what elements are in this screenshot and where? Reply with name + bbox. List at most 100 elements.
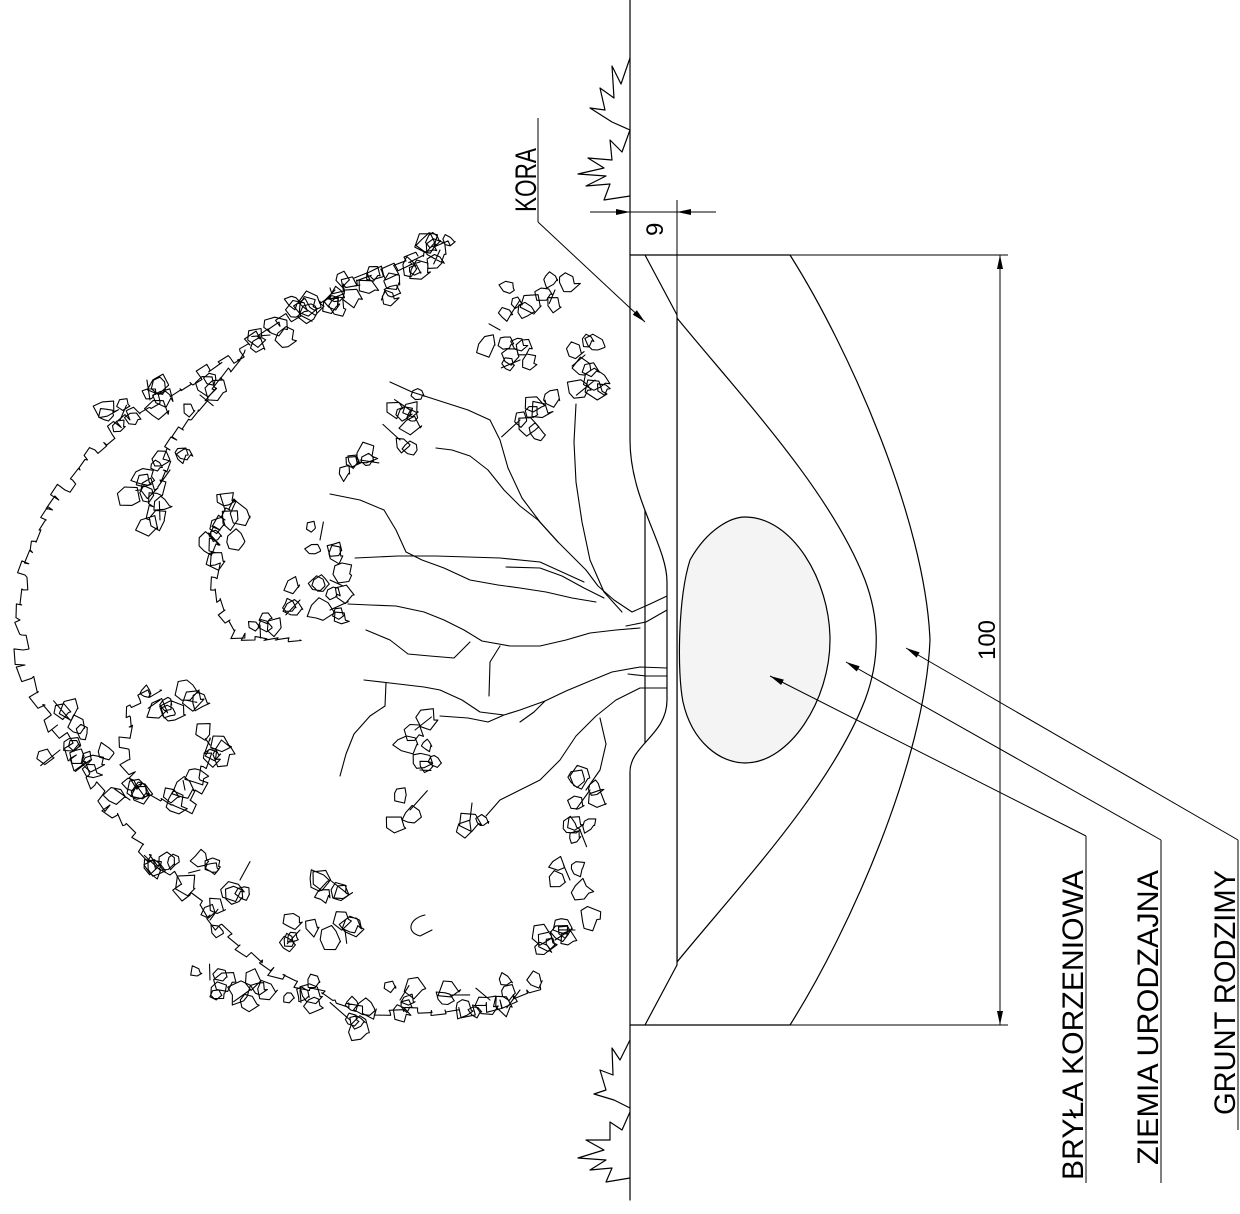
leaf-cluster xyxy=(278,912,320,953)
leaf-cluster xyxy=(139,684,187,722)
leaf-cluster xyxy=(562,815,597,848)
leaf-cluster xyxy=(143,851,180,880)
label-native-soil: GRUNT RODZIMY xyxy=(905,647,1240,1130)
native-soil-hatch xyxy=(644,254,931,1026)
leaf-cluster xyxy=(116,468,159,506)
tree-branch xyxy=(585,717,607,791)
leaf-cluster xyxy=(338,441,380,483)
leaf-cluster xyxy=(531,923,578,956)
tree-branch xyxy=(339,682,387,777)
canopy-detail xyxy=(410,914,433,937)
leaf-cluster xyxy=(412,752,443,774)
root-ball-fill xyxy=(679,517,830,763)
leaf-cluster xyxy=(501,411,546,442)
leaf-cluster xyxy=(309,869,354,904)
leaf-cluster xyxy=(175,848,221,897)
leaf-cluster xyxy=(414,231,456,265)
leaf-cluster xyxy=(306,584,355,625)
leaf-cluster xyxy=(329,995,376,1042)
leaf-cluster xyxy=(435,980,474,1020)
leaf-cluster xyxy=(382,415,423,456)
label-mulch: KORA xyxy=(510,118,646,323)
root-ball xyxy=(678,516,831,764)
tree-branch xyxy=(485,687,668,817)
tree-branch xyxy=(573,403,623,613)
leaf-cluster xyxy=(304,520,344,565)
label-fertile-soil: ZIEMIA URODZAJNA xyxy=(845,661,1165,1183)
leaf-cluster xyxy=(500,337,538,372)
leaf-cluster xyxy=(36,737,82,767)
leaf-cluster xyxy=(141,373,174,421)
leaf-cluster xyxy=(307,562,353,601)
leaf-cluster xyxy=(200,897,227,939)
leaf-cluster xyxy=(402,253,445,280)
leaf-cluster xyxy=(282,576,304,616)
tree xyxy=(13,231,668,1042)
leaf-cluster xyxy=(102,777,154,805)
leaf-cluster xyxy=(342,266,381,309)
grass-tuft xyxy=(589,57,631,131)
leaf-cluster xyxy=(283,973,324,1015)
leaf-cluster xyxy=(220,861,251,905)
leaf-cluster xyxy=(380,272,402,307)
leader-arrow xyxy=(537,221,646,323)
leaf-cluster xyxy=(383,976,427,1023)
tree-branch xyxy=(435,447,559,543)
leaf-cluster xyxy=(565,333,606,378)
leaf-cluster xyxy=(162,768,210,815)
leaf-cluster xyxy=(455,802,490,839)
dimension-label-mulch: 9 xyxy=(642,223,669,236)
leaf-cluster xyxy=(174,679,211,712)
label-text-fertile-soil: ZIEMIA URODZAJNA xyxy=(1132,870,1165,1165)
tree-canopy xyxy=(13,240,542,1020)
tree-branch xyxy=(354,555,585,583)
canopy-inner-outline xyxy=(329,251,419,295)
tree-branch xyxy=(389,381,668,613)
leaf-cluster xyxy=(183,372,228,418)
fertile-soil-stipple xyxy=(676,317,877,963)
dimension-pit: 100 xyxy=(645,254,1008,1026)
leaf-cluster xyxy=(322,270,350,317)
leaf-cluster xyxy=(319,911,365,951)
tree-trunk xyxy=(625,609,668,627)
leaf-cluster xyxy=(150,447,194,488)
leader-arrow xyxy=(845,661,1162,841)
leaf-cluster xyxy=(69,741,115,779)
leaf-cluster xyxy=(209,492,251,535)
grass-tuft xyxy=(577,1111,631,1183)
grass-tuft xyxy=(577,129,631,201)
leaf-cluster xyxy=(247,316,297,353)
mulch-layer xyxy=(629,254,678,1026)
label-root-ball: BRYŁA KORZENIOWA xyxy=(769,675,1090,1183)
leaf-cluster xyxy=(524,388,561,419)
leaf-cluster xyxy=(247,612,282,639)
tree-branch xyxy=(505,566,605,599)
tree-branch xyxy=(363,666,668,716)
mulch-hatch xyxy=(629,254,678,1026)
canopy-inner-outline xyxy=(145,349,246,521)
leaf-cluster xyxy=(386,388,425,422)
leaf-cluster xyxy=(198,528,246,571)
leaf-cluster xyxy=(476,306,515,358)
leaf-cluster xyxy=(53,698,88,741)
tree-branches xyxy=(329,381,668,937)
leaf-clusters xyxy=(36,231,611,1042)
leaf-cluster xyxy=(385,787,428,834)
leaf-cluster xyxy=(92,398,142,433)
leaf-cluster xyxy=(567,764,607,810)
label-text-root-ball: BRYŁA KORZENIOWA xyxy=(1057,870,1090,1180)
root-ball-stipple xyxy=(678,516,831,764)
label-text-mulch: KORA xyxy=(510,148,543,212)
leaf-cluster xyxy=(467,987,513,1019)
dimension-label-pit: 100 xyxy=(974,620,1001,660)
leader-arrow xyxy=(905,647,1239,841)
leaf-cluster xyxy=(534,271,581,314)
leaf-cluster xyxy=(548,855,595,901)
dimension-mulch: 9 xyxy=(590,200,716,315)
tree-branch xyxy=(329,493,597,603)
leaf-cluster xyxy=(190,963,237,1001)
leaf-cluster xyxy=(195,723,236,768)
tree-branch xyxy=(347,603,641,647)
leaf-cluster xyxy=(498,970,543,1009)
